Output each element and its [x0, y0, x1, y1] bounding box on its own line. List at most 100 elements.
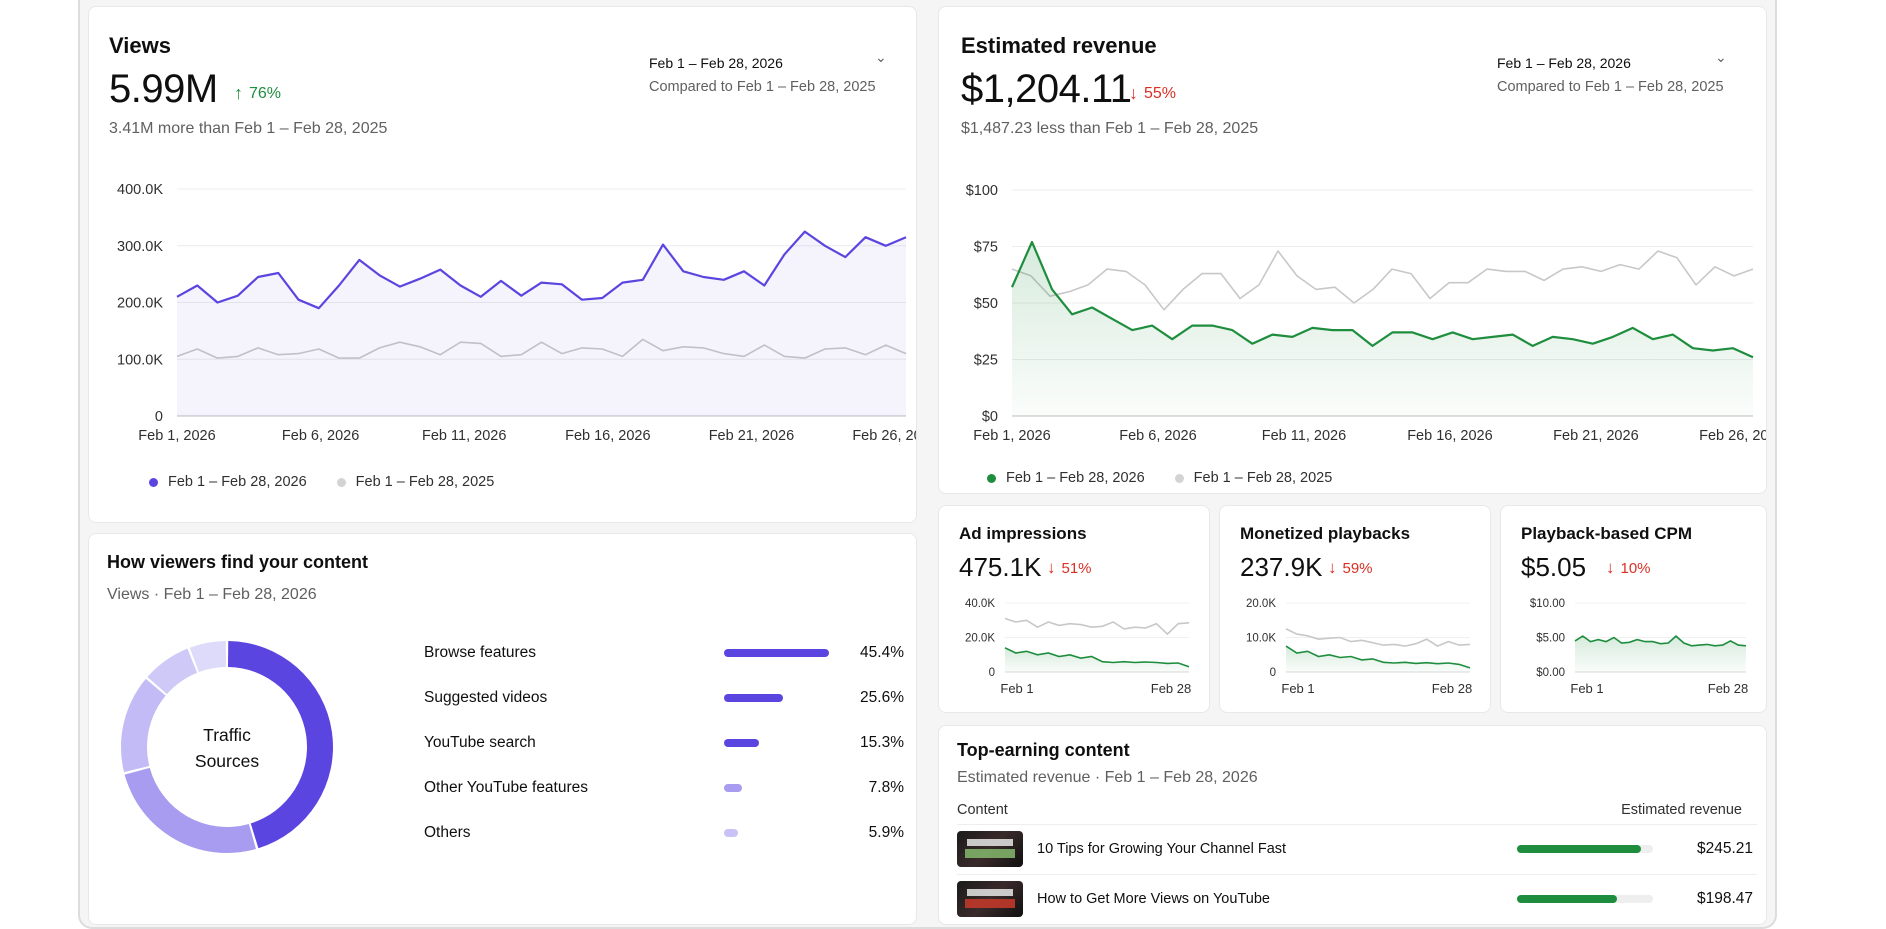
legend-label: Feb 1 – Feb 28, 2026 — [168, 474, 307, 490]
series-line[interactable] — [176, 230, 907, 310]
traffic-source-row[interactable]: Others 5.9% — [424, 821, 904, 845]
series-line[interactable] — [176, 338, 907, 359]
legend-item-2026[interactable]: Feb 1 – Feb 28, 2026 — [149, 474, 307, 490]
traffic-bar-track — [724, 649, 834, 657]
series-area — [1575, 636, 1746, 672]
x-tick-label: Feb 28 — [1708, 681, 1748, 696]
donut-slice[interactable] — [124, 767, 256, 853]
series-line[interactable] — [1285, 645, 1471, 669]
playback-cpm-card[interactable]: Playback-based CPM $5.05 ↓ 10% $10.00 $5.00 $0… — [1500, 505, 1767, 713]
mini-sparkline-chart: 20.0K 10.0K 0 Feb 1 Feb 28 — [1246, 598, 1472, 696]
x-tick-label: Feb 21, 2026 — [709, 428, 794, 444]
x-tick-label: Feb 1 — [1000, 681, 1033, 696]
y-tick-label: 200.0K — [117, 296, 163, 312]
legend-label: Feb 1 – Feb 28, 2025 — [355, 474, 495, 490]
chevron-down-icon[interactable]: ⌄ — [875, 49, 887, 65]
mini-card-value: 237.9K — [1240, 552, 1323, 582]
traffic-bar — [724, 739, 760, 747]
donut-label-line-1: Traffic — [203, 725, 251, 745]
traffic-bar-track — [724, 694, 834, 702]
series-line[interactable] — [1004, 617, 1190, 636]
x-tick-label: Feb 6, 2026 — [282, 428, 359, 444]
x-tick-label: Feb 1 — [1281, 681, 1314, 696]
y-tick-label: 20.0K — [1246, 598, 1276, 610]
views-value: 5.99M — [109, 67, 218, 111]
traffic-source-label: Suggested videos — [424, 689, 548, 706]
mini-card-delta-value: 59% — [1342, 559, 1373, 577]
views-title: Views — [109, 33, 171, 58]
traffic-source-row[interactable]: YouTube search 15.3% — [424, 731, 904, 755]
series-line[interactable] — [1011, 250, 1754, 311]
mini-card-value: 475.1K — [959, 552, 1042, 582]
x-tick-label: Feb 1 — [1570, 681, 1603, 696]
series-line[interactable] — [1004, 647, 1190, 668]
video-thumbnail[interactable] — [957, 830, 1023, 867]
y-tick-label: $0.00 — [1536, 667, 1565, 679]
x-tick-label: Feb 16, 2026 — [565, 428, 650, 444]
series-line[interactable] — [1574, 635, 1747, 647]
traffic-source-label: Browse features — [424, 644, 536, 661]
traffic-source-row[interactable]: Suggested videos 25.6% — [424, 686, 904, 710]
chevron-down-icon[interactable]: ⌄ — [1715, 49, 1727, 65]
mini-card-title: Monetized playbacks — [1240, 524, 1411, 543]
legend-dot-icon — [987, 473, 996, 483]
top-earning-title: Top-earning content — [957, 740, 1130, 760]
traffic-source-pct: 25.6% — [860, 689, 904, 706]
traffic-source-row[interactable]: Other YouTube features 7.8% — [424, 776, 904, 800]
y-tick-label: 20.0K — [965, 633, 995, 645]
revenue-legend: Feb 1 – Feb 28, 2026 Feb 1 – Feb 28, 202… — [987, 470, 1332, 486]
revenue-date-range[interactable]: Feb 1 – Feb 28, 2026 Compared to Feb 1 –… — [1497, 51, 1724, 99]
x-tick-label: Feb 26, 2026 — [1699, 428, 1767, 444]
views-range: Feb 1 – Feb 28, 2026 — [649, 55, 783, 71]
legend-dot-icon — [1174, 473, 1184, 483]
donut-label-line-2: Sources — [194, 751, 260, 771]
traffic-donut — [120, 641, 333, 853]
traffic-source-label: Others — [424, 824, 471, 841]
traffic-card[interactable]: How viewers find your content Views · Fe… — [88, 533, 917, 925]
legend-label: Feb 1 – Feb 28, 2025 — [1193, 470, 1333, 486]
y-tick-label: $50 — [974, 296, 998, 312]
x-tick-label: Feb 21, 2026 — [1553, 428, 1638, 444]
donut-slice[interactable] — [147, 648, 198, 695]
series-line[interactable] — [1285, 628, 1471, 647]
video-thumbnail[interactable] — [957, 880, 1023, 917]
donut-slice[interactable] — [189, 641, 227, 673]
traffic-source-label: Other YouTube features — [424, 779, 589, 796]
y-tick-label: 100.0K — [117, 352, 163, 368]
donut-slice[interactable] — [227, 641, 333, 849]
views-delta: ↑ 76% — [234, 83, 281, 104]
traffic-bar — [724, 829, 738, 837]
top-earning-row[interactable]: 10 Tips for Growing Your Channel Fast $24… — [957, 824, 1757, 872]
video-title[interactable]: How to Get More Views on YouTube — [1037, 890, 1270, 907]
traffic-bar-track — [724, 784, 834, 792]
views-legend: Feb 1 – Feb 28, 2026 Feb 1 – Feb 28, 202… — [149, 474, 494, 490]
views-chart: 400.0K 300.0K 200.0K 100.0K 0 Feb 1, 2026 Feb … — [117, 182, 916, 444]
series-line[interactable] — [1010, 240, 1754, 359]
video-title[interactable]: 10 Tips for Growing Your Channel Fast — [1037, 840, 1287, 857]
y-tick-label: $25 — [974, 353, 998, 369]
legend-item-2026[interactable]: Feb 1 – Feb 28, 2026 — [987, 470, 1145, 486]
top-earning-card[interactable]: Top-earning content Estimated revenue · … — [938, 725, 1767, 925]
traffic-bar — [724, 784, 743, 792]
donut-slice[interactable] — [120, 678, 166, 773]
revenue-card[interactable]: Estimated revenue $1,204.11 ↓ 55% $1,487… — [938, 6, 1767, 494]
traffic-source-row[interactable]: Browse features 45.4% — [424, 641, 904, 665]
legend-item-2025[interactable]: Feb 1 – Feb 28, 2025 — [1174, 470, 1333, 486]
revenue-bar — [1517, 894, 1617, 903]
top-earning-row[interactable]: How to Get More Views on YouTube $198.47 — [957, 874, 1757, 922]
mini-card-delta: ↓ 51% — [1047, 558, 1092, 578]
mini-sparkline-chart: $10.00 $5.00 $0.00 Feb 1 Feb 28 — [1530, 598, 1748, 696]
x-tick-label: Feb 1, 2026 — [138, 428, 215, 444]
col-revenue-header[interactable]: Estimated revenue — [1621, 802, 1742, 818]
y-tick-label: $0 — [982, 409, 998, 425]
monetized-playbacks-card[interactable]: Monetized playbacks 237.9K ↓ 59% 20.0K 10.0K 0… — [1219, 505, 1491, 713]
views-note: 3.41M more than Feb 1 – Feb 28, 2025 — [109, 120, 388, 137]
revenue-title: Estimated revenue — [961, 33, 1157, 58]
legend-item-2025[interactable]: Feb 1 – Feb 28, 2025 — [336, 474, 495, 490]
ad-impressions-card[interactable]: Ad impressions 475.1K ↓ 51% 40.0K 20.0K 0 Feb 1… — [938, 505, 1210, 713]
x-tick-label: Feb 28 — [1432, 681, 1472, 696]
views-date-range[interactable]: Feb 1 – Feb 28, 2026 Compared to Feb 1 –… — [649, 51, 876, 99]
x-tick-label: Feb 1, 2026 — [973, 428, 1050, 444]
y-tick-label: 300.0K — [117, 239, 163, 255]
views-card[interactable]: Views 5.99M ↑ 76% 3.41M more than Feb 1 … — [88, 6, 917, 523]
